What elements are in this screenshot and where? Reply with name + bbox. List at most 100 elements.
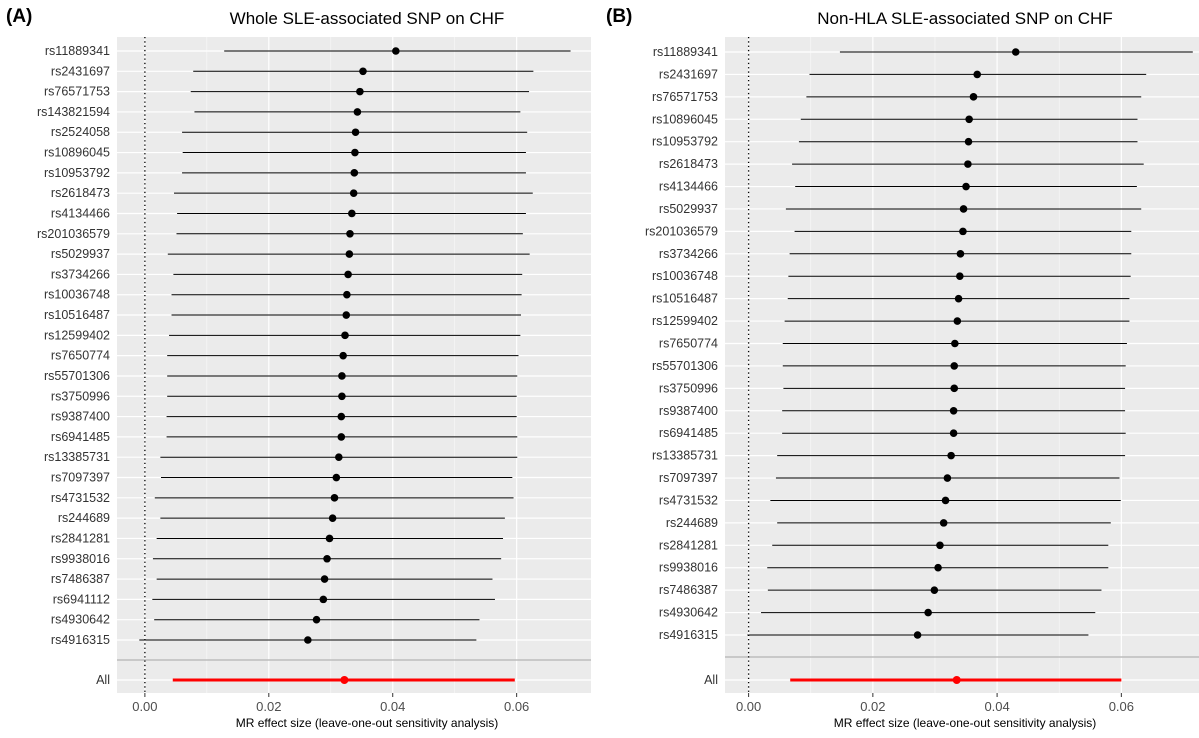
snp-label: rs13385731 [652, 449, 718, 463]
estimate-point [346, 229, 354, 238]
estimate-point [934, 563, 942, 572]
estimate-point [930, 586, 939, 594]
x-tick-label: 0.06 [1109, 699, 1134, 714]
plot-background [725, 37, 1199, 693]
estimate-point [965, 115, 973, 124]
snp-label: rs13385731 [44, 450, 110, 464]
snp-label: rs4916315 [51, 633, 110, 647]
x-tick-label: 0.02 [256, 699, 281, 714]
snp-label: rs10516487 [652, 292, 718, 306]
estimate-point [973, 70, 982, 79]
x-tick-label: 0.06 [504, 699, 529, 714]
snp-label: rs3750996 [51, 389, 110, 403]
estimate-point [330, 494, 339, 502]
estimate-point [962, 182, 970, 191]
snp-label: rs9938016 [51, 552, 110, 566]
snp-label: rs3734266 [659, 247, 718, 261]
estimate-point [950, 384, 959, 393]
estimate-point [959, 205, 968, 213]
estimate-point [351, 148, 359, 157]
snp-label: rs5029937 [659, 202, 718, 216]
estimate-point [939, 519, 948, 527]
x-axis-label: MR effect size (leave-one-out sensitivit… [833, 716, 1097, 730]
estimate-point [320, 575, 329, 583]
estimate-point [964, 137, 973, 146]
snp-label: rs9387400 [659, 404, 718, 418]
snp-label: rs4731532 [51, 491, 110, 505]
x-tick-label: 0.02 [860, 699, 885, 714]
overall-label: All [96, 673, 110, 687]
snp-label: rs7097397 [51, 471, 110, 485]
estimate-point [947, 451, 955, 460]
x-tick-label: 0.04 [984, 699, 1009, 714]
snp-label: rs7650774 [51, 349, 110, 363]
snp-label: rs76571753 [44, 85, 110, 99]
forest-plot-panel-a: (A) Whole SLE-associated SNP on CHF rs11… [6, 6, 591, 730]
estimate-point [954, 294, 963, 303]
snp-label: rs11889341 [653, 45, 718, 59]
snp-label: rs55701306 [652, 359, 718, 373]
snp-label: rs11889341 [45, 44, 110, 58]
snp-label: rs2431697 [659, 67, 718, 81]
snp-label: rs2841281 [51, 531, 110, 545]
forest-plot-b: rs11889341 rs2431697 rs76571753 rs10896045 r… [645, 37, 1199, 714]
snp-label: rs10953792 [44, 166, 110, 180]
estimate-point [335, 453, 343, 462]
estimate-point [959, 227, 967, 236]
estimate-point [312, 615, 321, 624]
estimate-point [325, 534, 334, 543]
estimate-point [338, 372, 346, 380]
estimate-point [323, 554, 331, 563]
snp-label: rs76571753 [652, 90, 718, 104]
estimate-point [337, 412, 346, 421]
panel-label: (A) [6, 6, 33, 27]
estimate-point [950, 362, 959, 370]
snp-label: rs10953792 [652, 135, 718, 149]
snp-label: rs10516487 [44, 308, 110, 322]
estimate-point [936, 541, 944, 550]
snp-label: rs2524058 [51, 125, 110, 139]
estimate-point [345, 250, 354, 258]
snp-label: rs10036748 [652, 269, 718, 283]
estimate-point [924, 608, 932, 617]
estimate-point [943, 474, 952, 482]
forest-plot-a: rs11889341 rs2431697 rs76571753 rs143821594… [37, 37, 591, 714]
estimate-point [337, 433, 346, 441]
snp-label: rs2618473 [51, 186, 110, 200]
snp-label: rs5029937 [51, 247, 110, 261]
forest-plot-panel-b: (B) Non-HLA SLE-associated SNP on CHF rs… [600, 0, 1199, 738]
snp-label: rs7486387 [659, 583, 718, 597]
chart-title: Whole SLE-associated SNP on CHF [229, 9, 505, 28]
snp-label: rs6941485 [51, 430, 110, 444]
overall-estimate-point [952, 676, 961, 684]
overall-label: All [704, 673, 718, 687]
snp-label: rs4916315 [659, 628, 718, 642]
snp-label: rs4134466 [659, 180, 718, 194]
snp-label: rs10036748 [44, 288, 110, 302]
snp-label: rs201036579 [645, 224, 718, 238]
panel-label: (B) [606, 6, 633, 27]
estimate-point [332, 473, 341, 482]
estimate-point [304, 636, 312, 644]
snp-label: rs4134466 [51, 206, 110, 220]
snp-label: rs4930642 [659, 606, 718, 620]
estimate-point [964, 160, 972, 168]
estimate-point [949, 406, 958, 415]
estimate-point [343, 290, 351, 299]
x-tick-label: 0.00 [736, 699, 761, 714]
estimate-point [328, 514, 337, 522]
snp-label: rs55701306 [44, 369, 110, 383]
snp-label: rs9387400 [51, 410, 110, 424]
snp-label: rs7486387 [51, 572, 110, 586]
snp-label: rs6941112 [53, 592, 110, 606]
estimate-point [941, 496, 950, 505]
estimate-point [349, 189, 358, 197]
estimate-point [956, 272, 964, 281]
estimate-point [913, 631, 922, 639]
estimate-point [348, 209, 356, 218]
snp-label: rs3734266 [51, 267, 110, 281]
estimate-point [342, 311, 351, 319]
estimate-point [956, 250, 965, 258]
estimate-point [359, 67, 367, 76]
estimate-point [351, 128, 360, 137]
